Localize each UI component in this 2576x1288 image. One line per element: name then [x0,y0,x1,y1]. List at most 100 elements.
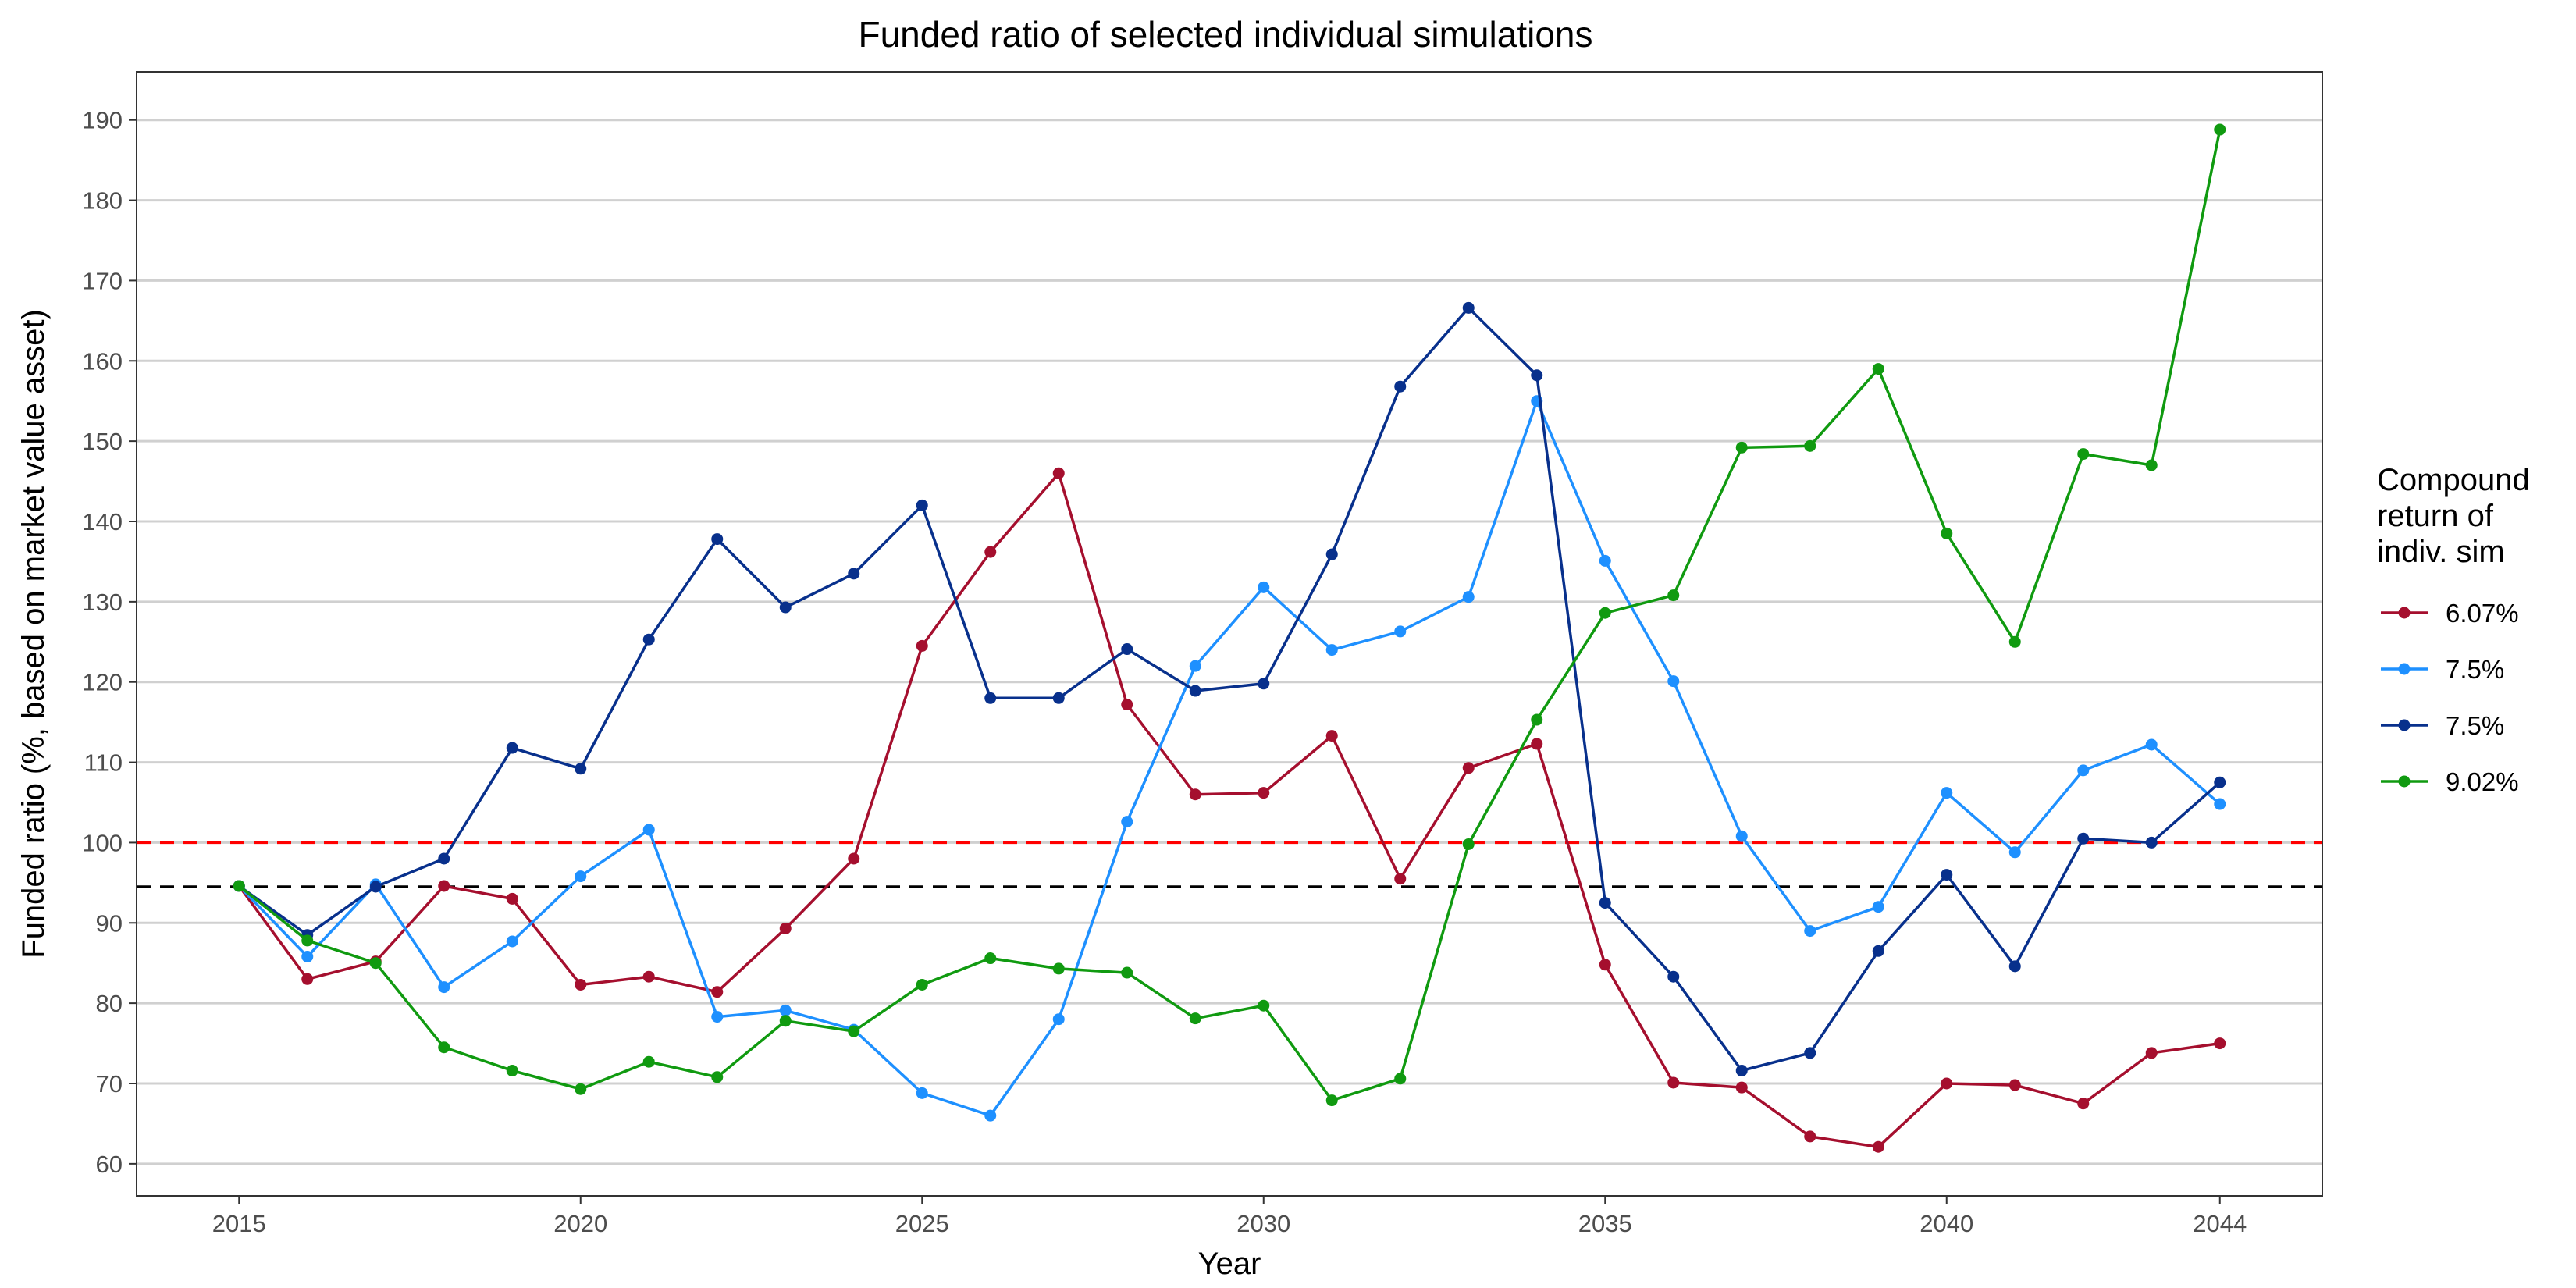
y-tick-label: 180 [82,187,123,215]
data-point [848,568,860,580]
y-tick-label: 160 [82,347,123,375]
data-point [1052,962,1065,975]
data-point [506,892,518,905]
x-tick-label: 2044 [2193,1210,2247,1237]
y-axis-title: Funded ratio (%, based on market value a… [16,309,51,959]
data-point [711,1011,724,1023]
data-point [1599,897,1611,909]
legend-swatch-point [2398,607,2411,619]
data-point [642,970,655,983]
legend-item: 9.02% [2381,767,2519,796]
reference-lines [137,841,2322,888]
data-point [1804,1047,1816,1059]
data-point [916,639,928,652]
y-tick-label: 130 [82,589,123,616]
y-tick-label: 90 [96,909,123,937]
data-point [2077,764,2090,777]
legend-item: 6.07% [2381,599,2519,628]
data-point [1052,1013,1065,1026]
data-point [1667,970,1680,983]
data-point [1462,762,1475,774]
data-point [369,881,382,893]
legend-title-line: indiv. sim [2377,535,2505,569]
series-4 [233,123,2226,1107]
data-point [1804,925,1816,938]
data-point [848,852,860,865]
x-axis: 2015 2020 2025 2030 2035 2040 2044 [212,1196,2247,1237]
data-point [642,824,655,836]
y-tick-label: 170 [82,267,123,294]
legend-title-line: return of [2377,499,2494,533]
data-point [711,533,724,546]
data-point [848,1025,860,1037]
x-tick-label: 2030 [1236,1210,1290,1237]
legend-item: 7.5% [2381,711,2504,740]
plot-background [137,72,2322,1196]
data-point [1258,581,1270,593]
y-tick-label: 150 [82,428,123,455]
data-point [1872,363,1884,375]
data-point [1872,1140,1884,1153]
y-axis: 60 70 80 90 100 110 120 130 140 150 160 170 180 190 [82,107,137,1178]
data-point [1531,369,1543,382]
data-point [506,1065,518,1077]
data-point [642,1055,655,1068]
data-point [2008,1079,2021,1091]
data-point [1941,527,1953,539]
data-point [438,1041,450,1054]
data-point [2077,1098,2090,1110]
x-tick-label: 2040 [1920,1210,1973,1237]
data-point [2145,1047,2158,1059]
data-point [1258,999,1270,1012]
data-point [575,978,587,991]
data-point [1394,873,1407,885]
data-point [1941,1077,1953,1090]
data-point [1735,441,1748,454]
data-point [1599,554,1611,567]
data-point [1462,838,1475,850]
data-point [916,499,928,511]
data-point [1394,625,1407,638]
data-point [1667,1076,1680,1089]
data-point [1394,1073,1407,1085]
x-tick-label: 2035 [1578,1210,1632,1237]
x-axis-title: Year [1198,1247,1261,1281]
legend-item: 7.5% [2381,655,2504,684]
data-point [1121,643,1133,656]
data-point [1189,685,1201,697]
x-tick-label: 2025 [895,1210,949,1237]
y-tick-label: 120 [82,669,123,696]
data-point [1121,816,1133,828]
data-point [1394,380,1407,393]
data-point [1258,787,1270,799]
data-point [711,1071,724,1083]
y-tick-label: 140 [82,508,123,535]
data-point [2214,776,2226,788]
data-point [575,870,587,883]
series-line [237,471,2221,1149]
legend-title-line: Compound [2377,463,2530,497]
data-point [1941,787,1953,799]
data-point [1325,548,1338,560]
data-point [1325,730,1338,742]
series-group [233,123,2226,1153]
series-1 [233,467,2226,1153]
data-point [301,934,314,947]
data-point [984,692,997,704]
legend-label: 7.5% [2446,655,2504,684]
data-point [2077,448,2090,461]
data-point [438,981,450,994]
data-point [301,950,314,962]
data-point [1121,966,1133,979]
data-point [984,952,997,965]
data-point [1804,1130,1816,1143]
chart-title: Funded ratio of selected individual simu… [859,14,1593,55]
legend-label: 7.5% [2446,711,2504,740]
data-point [642,633,655,646]
data-point [1531,738,1543,750]
data-point [2145,738,2158,751]
data-point [779,1004,792,1016]
data-point [1325,1094,1338,1107]
data-point [711,986,724,998]
data-point [2145,836,2158,849]
